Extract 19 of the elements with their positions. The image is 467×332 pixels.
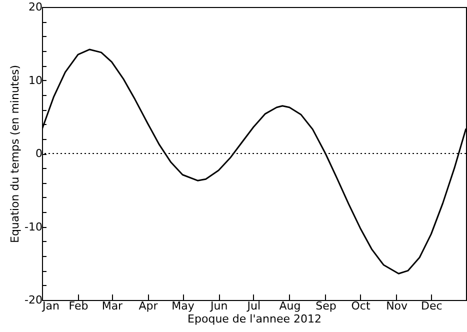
y-tick-label: -10 — [24, 220, 42, 234]
y-axis-title: Equation du temps (en minutes) — [8, 64, 22, 244]
x-tick-label: Nov — [386, 300, 408, 312]
x-tick-label: Jun — [209, 300, 228, 312]
x-tick-label: Oct — [351, 300, 371, 312]
x-tick-label: Sep — [316, 300, 336, 312]
x-tick-label: May — [172, 300, 195, 312]
x-axis-title: Epoque de l'annee 2012 — [188, 312, 322, 326]
x-tick-label: Dec — [421, 300, 442, 312]
x-tick-label: Jan — [42, 300, 60, 312]
y-tick-label: 0 — [36, 147, 42, 160]
x-tick-label: Mar — [102, 300, 124, 312]
x-tick-label: Feb — [68, 300, 88, 312]
y-tick-label: -20 — [24, 294, 42, 306]
x-tick-label: Aug — [279, 300, 301, 312]
y-tick-label: 20 — [28, 0, 42, 14]
y-tick-label: 10 — [28, 74, 42, 87]
x-tick-label: Jul — [246, 300, 261, 312]
x-tick-label: Apr — [138, 300, 158, 312]
